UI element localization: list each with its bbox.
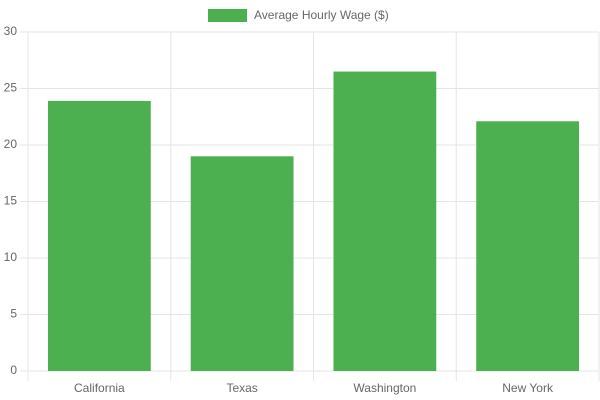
x-tick-label: California [74, 381, 125, 395]
x-tick-label: New York [502, 381, 554, 395]
bar [333, 71, 437, 372]
y-tick-label: 20 [4, 137, 18, 151]
y-tick-label: 10 [4, 250, 18, 264]
bar [476, 121, 580, 372]
bar [47, 100, 151, 372]
y-tick-label: 5 [10, 307, 17, 321]
legend-swatch [208, 9, 247, 22]
y-tick-label: 30 [4, 24, 18, 38]
x-tick-label: Washington [353, 381, 416, 395]
y-tick-label: 0 [10, 363, 17, 377]
x-tick-label: Texas [226, 381, 257, 395]
y-tick-label: 15 [4, 194, 18, 208]
legend-label: Average Hourly Wage ($) [254, 8, 389, 22]
y-tick-label: 25 [4, 81, 18, 95]
bar [190, 156, 294, 371]
